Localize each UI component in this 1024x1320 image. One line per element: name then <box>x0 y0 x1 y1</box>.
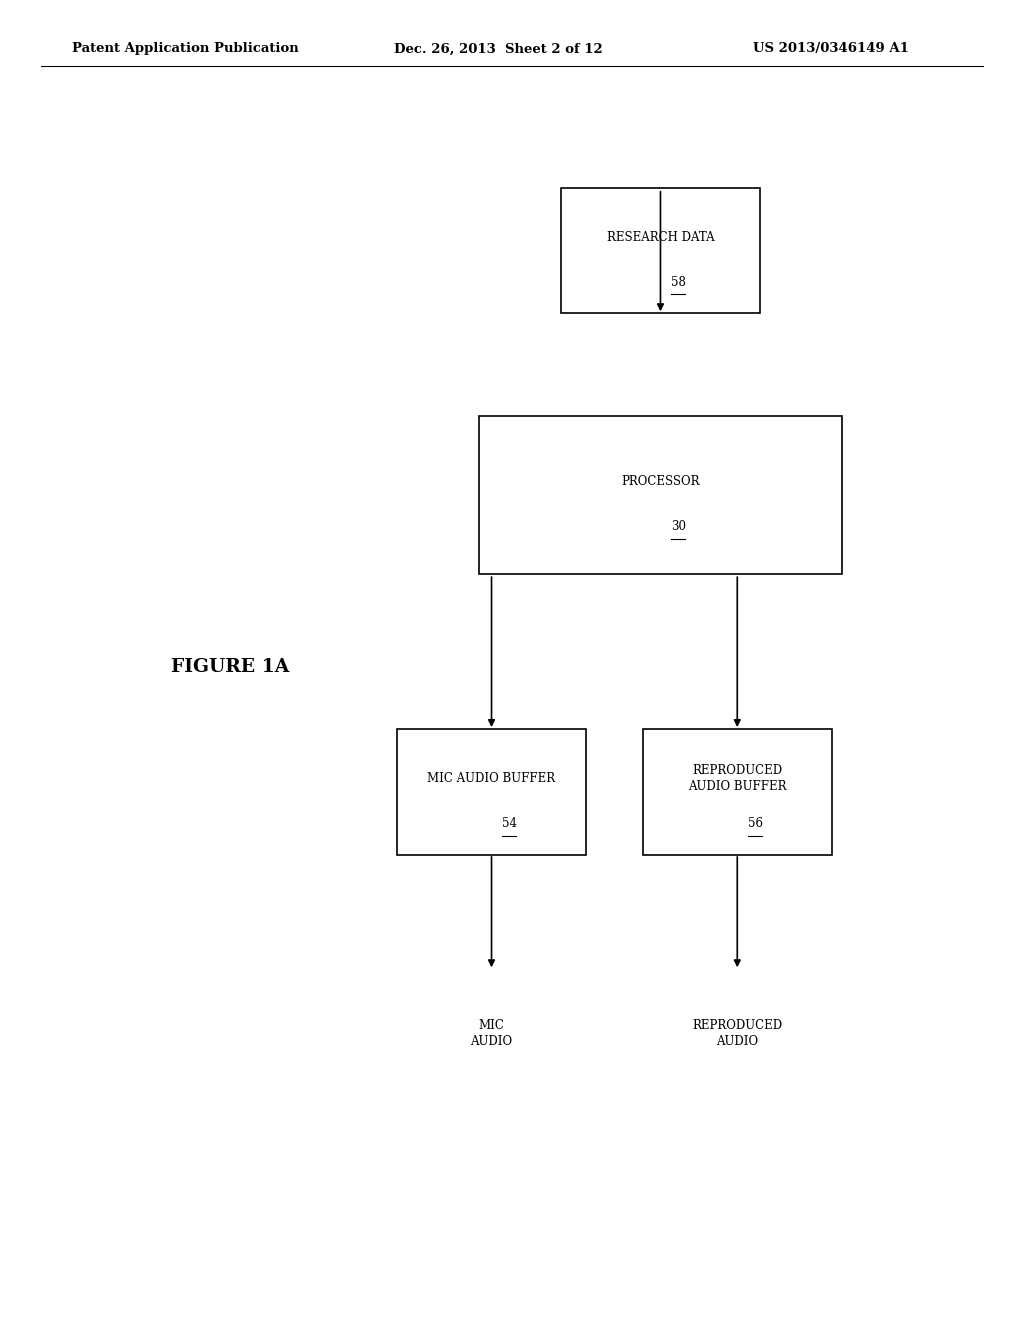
Text: 30: 30 <box>671 520 686 533</box>
Text: REPRODUCED
AUDIO: REPRODUCED AUDIO <box>692 1019 782 1048</box>
Text: US 2013/0346149 A1: US 2013/0346149 A1 <box>753 42 908 55</box>
Text: PROCESSOR: PROCESSOR <box>622 475 699 488</box>
Bar <box>479 416 842 574</box>
Text: REPRODUCED
AUDIO BUFFER: REPRODUCED AUDIO BUFFER <box>688 764 786 793</box>
Text: MIC
AUDIO: MIC AUDIO <box>470 1019 513 1048</box>
Bar <box>561 187 760 313</box>
Bar <box>643 729 831 855</box>
Bar <box>396 729 586 855</box>
Text: 54: 54 <box>502 817 517 830</box>
Text: Patent Application Publication: Patent Application Publication <box>72 42 298 55</box>
Text: MIC AUDIO BUFFER: MIC AUDIO BUFFER <box>427 772 556 785</box>
Text: Dec. 26, 2013  Sheet 2 of 12: Dec. 26, 2013 Sheet 2 of 12 <box>394 42 603 55</box>
Text: 56: 56 <box>748 817 763 830</box>
Text: FIGURE 1A: FIGURE 1A <box>171 657 290 676</box>
Text: RESEARCH DATA: RESEARCH DATA <box>606 231 715 244</box>
Text: 58: 58 <box>671 276 686 289</box>
